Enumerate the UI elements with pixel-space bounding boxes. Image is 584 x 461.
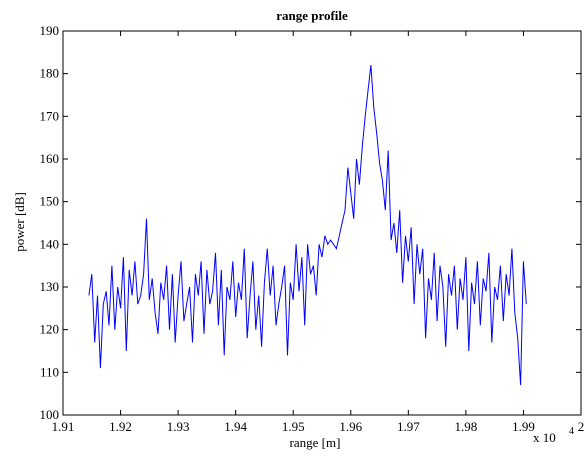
- x-axis-ticks: 1.91 1.92 1.93 1.94 1.95 1.96 1.97 1.98 1.99 2: [52, 31, 584, 434]
- y-tick-label: 120: [40, 322, 60, 337]
- x-axis-exponent-power: 4: [569, 426, 574, 437]
- y-tick-label: 160: [40, 151, 60, 166]
- chart-title: range profile: [276, 8, 348, 23]
- x-tick-label: 1.93: [167, 419, 190, 434]
- y-tick-label: 110: [40, 364, 59, 379]
- y-axis-label: power [dB]: [12, 192, 27, 252]
- x-tick-label: 1.91: [52, 419, 75, 434]
- x-tick-label: 1.92: [109, 419, 132, 434]
- x-axis-label: range [m]: [290, 435, 341, 450]
- x-axis-exponent-base: x 10: [533, 430, 556, 445]
- x-tick-label: 1.97: [397, 419, 420, 434]
- y-tick-label: 100: [40, 407, 60, 422]
- series-line-power: [88, 65, 527, 386]
- y-axis-ticks: 100 110 120 130 140 150 160 170 180 190: [40, 23, 581, 422]
- x-tick-label: 1.94: [224, 419, 247, 434]
- x-tick-label: 1.95: [282, 419, 305, 434]
- x-tick-label: 1.96: [339, 419, 362, 434]
- y-tick-label: 140: [40, 236, 60, 251]
- y-tick-label: 170: [40, 108, 60, 123]
- x-tick-label: 1.99: [512, 419, 535, 434]
- y-tick-label: 180: [40, 66, 60, 81]
- y-tick-label: 150: [40, 194, 60, 209]
- y-tick-label: 190: [40, 23, 60, 38]
- x-tick-label: 1.98: [455, 419, 478, 434]
- plot-area: [62, 30, 582, 416]
- y-tick-label: 130: [40, 279, 60, 294]
- x-tick-label: 2: [578, 419, 584, 434]
